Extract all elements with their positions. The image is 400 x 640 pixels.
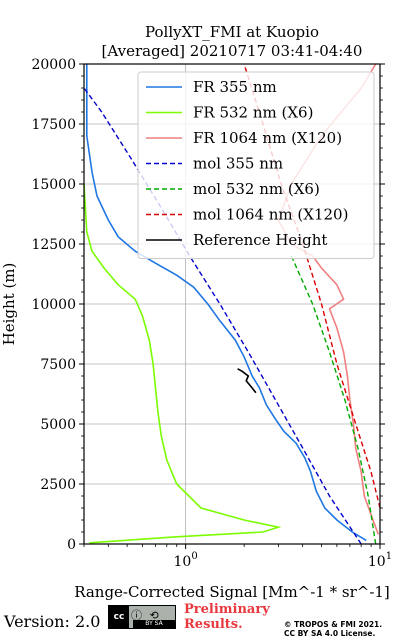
copyright-line-1: © TROPOS & FMI 2021. (284, 620, 383, 629)
series-line-4 (290, 255, 377, 545)
y-axis-label: Height (m) (0, 263, 18, 346)
x-axis-label: Range-Corrected Signal [Mm^-1 * sr^-1] (74, 583, 390, 600)
x-tick-label: 100 (174, 551, 198, 570)
y-tick-label: 7500 (40, 357, 76, 373)
lidar-signal-chart: PollyXT_FMI at Kuopio [Averaged] 2021071… (0, 23, 392, 600)
y-tick-label: 10000 (31, 297, 76, 313)
footer: Version: 2.0 cc ⓘ ⟲ BY SA Preliminary Re… (0, 600, 400, 640)
axes: 0 2500 5000 7500 10000 12500 15000 17500 20000 10… (31, 57, 392, 570)
legend-label: FR 355 nm (193, 78, 277, 96)
series-line-3 (83, 87, 362, 545)
legend-label: FR 1064 nm (X120) (193, 129, 342, 147)
cc-logo-icon: cc (109, 606, 129, 628)
series-line-6 (237, 368, 257, 394)
by-sa-icon: ⓘ ⟲ (131, 609, 161, 622)
chart-subtitle: [Averaged] 20210717 03:41-04:40 (102, 42, 363, 60)
y-tick-label: 17500 (31, 117, 76, 133)
copyright-line-2: CC BY SA 4.0 License. (284, 629, 376, 638)
version-label: Version: 2.0 (4, 612, 101, 631)
y-tick-label: 20000 (31, 57, 76, 73)
legend-label: FR 532 nm (X6) (193, 104, 313, 122)
legend: FR 355 nm FR 532 nm (X6) FR 1064 nm (X120)… (137, 71, 375, 259)
y-tick-label: 15000 (31, 177, 76, 193)
preliminary-results-label: Preliminary Results. (184, 602, 270, 632)
legend-label: mol 355 nm (193, 155, 283, 173)
series-line-1 (83, 183, 282, 544)
preliminary-line-2: Results. (184, 617, 243, 632)
copyright-notice: © TROPOS & FMI 2021. CC BY SA 4.0 Licens… (284, 620, 382, 638)
preliminary-line-1: Preliminary (184, 602, 270, 617)
legend-box (137, 71, 375, 259)
y-tick-label: 2500 (40, 477, 76, 493)
series-line-0 (86, 64, 367, 542)
legend-label: mol 532 nm (X6) (193, 180, 320, 198)
y-tick-label: 12500 (31, 237, 76, 253)
chart-title: PollyXT_FMI at Kuopio (145, 23, 319, 41)
y-tick-label: 0 (67, 537, 76, 553)
legend-label: mol 1064 nm (X120) (193, 206, 348, 224)
legend-label: Reference Height (193, 231, 327, 249)
cc-by-sa-text: BY SA (133, 620, 175, 628)
cc-license-badge: cc ⓘ ⟲ BY SA (108, 605, 176, 629)
x-tick-label: 101 (368, 551, 392, 570)
y-tick-label: 5000 (40, 417, 76, 433)
